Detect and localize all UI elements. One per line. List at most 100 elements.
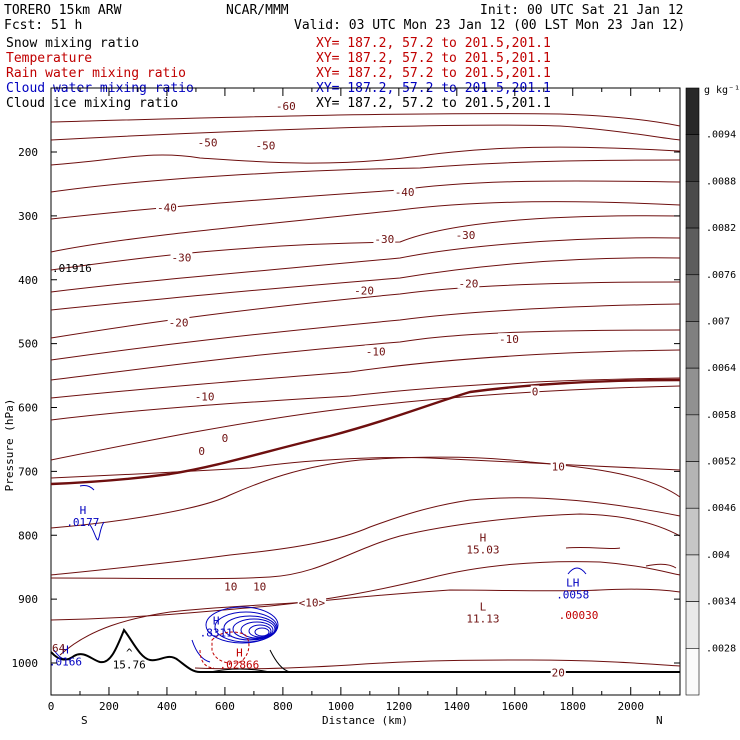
contour-label: <10> [299, 596, 326, 609]
contour-label-bg [254, 139, 277, 151]
contour-line [59, 588, 681, 656]
contour-line [50, 113, 681, 127]
colorbar-swatch [685, 461, 700, 509]
center-title: NCAR/MMM [226, 3, 289, 18]
contour-label: -40 [395, 186, 415, 199]
contour-line [50, 303, 681, 361]
contour-label: -60 [276, 100, 296, 113]
y-tick-label: 700 [18, 465, 38, 478]
colorbar-swatch [685, 321, 700, 369]
extremum-value: .02866 [220, 659, 260, 672]
extrema-labels: H15.03L11.13H.0177H.0166H.8311H.02866LH.… [49, 504, 598, 671]
extremum-mark: H [236, 647, 243, 660]
contour-line [211, 631, 250, 664]
extremum-value: .0177 [66, 516, 99, 529]
contour-label: -50 [256, 140, 276, 153]
contour-label: -30 [456, 229, 476, 242]
contour-line [50, 497, 681, 576]
colorbar-swatch [685, 87, 700, 135]
field-snow-xy: XY= 187.2, 57.2 to 201.5,201.1 [316, 36, 551, 51]
x-tick-label: 400 [157, 700, 177, 713]
contour-label-bg [498, 333, 520, 345]
contour-label-bg [393, 186, 416, 198]
x-axis-label: Distance (km) [322, 714, 408, 727]
contour-line [565, 546, 621, 550]
end-label-north: N [656, 714, 663, 727]
contour-line [50, 237, 681, 293]
contour-line [223, 615, 277, 641]
contour-label-bg [196, 136, 219, 148]
extremum-mark: H [80, 504, 87, 517]
contour-label: 10 [224, 580, 237, 593]
field-cloud-ice: Cloud ice mixing ratio [6, 96, 178, 111]
field-rain-xy: XY= 187.2, 57.2 to 201.5,201.1 [316, 66, 551, 81]
contour-label: 0 [198, 445, 205, 458]
x-axis: 0 200 400 600 800 1000 1200 1400 1600 1800 2000 [48, 88, 661, 713]
y-tick-label: 200 [18, 146, 38, 159]
extremum-value: .8311 [200, 627, 233, 640]
contour-label: -10 [499, 333, 519, 346]
colorbar-label: .0046 [706, 503, 736, 514]
contour-label-bg [193, 390, 216, 402]
contour-line [194, 659, 681, 670]
y-tick-label: 300 [18, 210, 38, 223]
colorbar-swatch [685, 181, 700, 229]
contour-label-bg [373, 232, 396, 244]
y-tick-label: 900 [18, 593, 38, 606]
field-temperature: Temperature [6, 51, 92, 66]
x-tick-label: 800 [273, 700, 293, 713]
snow-contour [269, 649, 291, 673]
extremum-value: .0058 [556, 588, 589, 601]
colorbar: .0094 .0088 .0082 .0076 .007 .0064 .0058 .0052.… [685, 87, 736, 696]
valid-time: Valid: 03 UTC Mon 23 Jan 12 (00 LST Mon … [294, 18, 685, 33]
contour-label-bg [353, 284, 375, 296]
x-tick-label: 0 [48, 700, 55, 713]
contour-label: -10 [195, 391, 215, 404]
contour-label-bg [252, 580, 268, 592]
contour-label-bg [167, 316, 190, 328]
x-tick-label: 200 [99, 700, 119, 713]
contour-label: 10 [552, 460, 565, 473]
extremum-value: 15.03 [466, 544, 499, 557]
y-axis-label: Pressure (hPa) [3, 399, 16, 492]
contour-line [567, 567, 587, 575]
extremum-mark: H [213, 615, 220, 628]
contour-line [50, 513, 681, 580]
contour-label: -20 [354, 285, 374, 298]
contour-line [248, 624, 272, 638]
contour-label-bg [274, 100, 297, 112]
contour-line [50, 349, 681, 399]
contour-line [199, 649, 215, 669]
contour-line [50, 257, 681, 311]
contour-line [79, 485, 95, 491]
field-cloud-ice-xy: XY= 187.2, 57.2 to 201.5,201.1 [316, 96, 551, 111]
colorbar-label: .0082 [706, 223, 736, 234]
y-tick-label: 600 [18, 402, 38, 415]
colorbar-swatch [685, 507, 700, 556]
colorbar-swatch [685, 367, 700, 416]
contour-label: -50 [198, 136, 218, 149]
colorbar-swatch [685, 601, 700, 649]
contour-label: -20 [458, 278, 478, 291]
extremum-mark: LH [566, 576, 579, 589]
extremum-value: 15.76 [113, 659, 146, 672]
init-time: Init: 00 UTC Sat 21 Jan 12 [480, 3, 684, 18]
colorbar-label: .0034 [706, 597, 736, 608]
end-label-south: S [81, 714, 88, 727]
y-tick-label: 800 [18, 529, 38, 542]
contour-label: -40 [157, 202, 177, 215]
x-tick-label: 600 [215, 700, 235, 713]
extremum-mark: L [480, 601, 487, 614]
contour-line [191, 639, 211, 663]
colorbar-unit: g kg⁻¹ [704, 85, 740, 96]
model-title: TORERO 15km ARW [4, 3, 122, 18]
contour-line [205, 606, 279, 644]
contour-line [50, 377, 681, 421]
contour-line [50, 201, 681, 253]
extremum-mark: H [480, 532, 487, 545]
contour-line [50, 329, 681, 381]
colorbar-label: .0064 [706, 363, 736, 374]
cloud-water-contours [53, 485, 587, 663]
contour-label: -30 [374, 233, 394, 246]
